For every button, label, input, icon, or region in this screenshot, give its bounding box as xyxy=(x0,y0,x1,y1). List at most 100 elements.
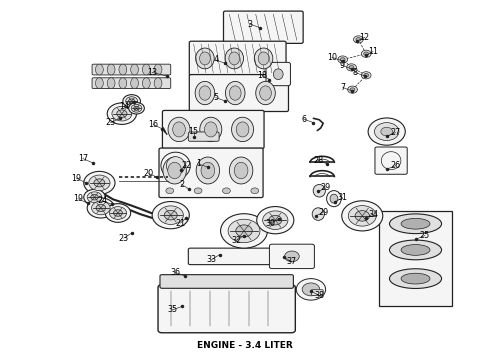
Text: 19: 19 xyxy=(72,174,81,183)
Text: 16: 16 xyxy=(148,120,158,129)
Ellipse shape xyxy=(196,48,214,69)
Text: 20: 20 xyxy=(144,169,154,178)
Ellipse shape xyxy=(154,64,162,75)
Ellipse shape xyxy=(254,48,273,69)
Text: 1: 1 xyxy=(196,159,201,168)
Circle shape xyxy=(107,103,137,125)
FancyBboxPatch shape xyxy=(270,244,315,269)
Circle shape xyxy=(222,188,230,194)
Ellipse shape xyxy=(96,78,103,89)
Circle shape xyxy=(89,175,110,191)
Circle shape xyxy=(340,58,345,61)
Ellipse shape xyxy=(172,122,185,137)
Circle shape xyxy=(347,86,357,93)
Text: 14: 14 xyxy=(119,102,129,111)
Ellipse shape xyxy=(119,64,127,75)
Circle shape xyxy=(123,95,141,108)
Text: 21: 21 xyxy=(175,219,186,228)
Circle shape xyxy=(194,188,202,194)
Ellipse shape xyxy=(390,240,441,260)
Ellipse shape xyxy=(390,214,441,234)
Ellipse shape xyxy=(232,117,253,141)
Circle shape xyxy=(152,202,189,229)
Text: 3: 3 xyxy=(247,19,252,28)
Text: 8: 8 xyxy=(352,68,357,77)
Circle shape xyxy=(94,179,105,187)
FancyBboxPatch shape xyxy=(160,275,294,288)
Circle shape xyxy=(269,215,282,225)
Text: 27: 27 xyxy=(391,128,401,137)
Circle shape xyxy=(251,188,259,194)
Ellipse shape xyxy=(196,157,220,184)
Circle shape xyxy=(134,106,139,110)
Circle shape xyxy=(349,66,354,69)
Ellipse shape xyxy=(236,122,249,137)
Text: 25: 25 xyxy=(419,231,430,240)
Circle shape xyxy=(87,198,115,218)
Ellipse shape xyxy=(229,52,240,65)
Circle shape xyxy=(296,279,326,300)
Circle shape xyxy=(228,219,260,243)
FancyBboxPatch shape xyxy=(162,111,264,148)
FancyBboxPatch shape xyxy=(189,41,286,76)
Ellipse shape xyxy=(330,194,338,203)
Circle shape xyxy=(166,188,173,194)
Text: 30: 30 xyxy=(266,219,275,228)
Text: 15: 15 xyxy=(189,127,199,136)
Circle shape xyxy=(114,210,122,216)
Text: 5: 5 xyxy=(213,93,218,102)
Ellipse shape xyxy=(229,86,241,100)
Text: 18: 18 xyxy=(257,71,267,80)
Circle shape xyxy=(129,103,145,114)
Circle shape xyxy=(356,38,361,41)
Circle shape xyxy=(92,201,110,215)
Ellipse shape xyxy=(143,78,150,89)
Ellipse shape xyxy=(161,152,190,179)
Text: 7: 7 xyxy=(340,83,345,92)
Circle shape xyxy=(125,97,138,105)
Text: 29: 29 xyxy=(318,208,328,217)
Ellipse shape xyxy=(258,52,269,65)
Ellipse shape xyxy=(168,162,181,179)
Text: 35: 35 xyxy=(168,305,178,314)
Circle shape xyxy=(112,106,132,121)
Ellipse shape xyxy=(390,269,441,288)
Text: 13: 13 xyxy=(147,68,157,77)
Text: 10: 10 xyxy=(327,53,337,62)
Circle shape xyxy=(220,214,268,248)
Ellipse shape xyxy=(199,52,210,65)
Text: 31: 31 xyxy=(338,193,348,202)
Text: 26: 26 xyxy=(391,161,400,170)
Circle shape xyxy=(350,88,355,91)
Ellipse shape xyxy=(229,157,253,184)
Circle shape xyxy=(128,99,135,103)
Text: 33: 33 xyxy=(207,255,217,264)
Circle shape xyxy=(263,211,288,229)
Circle shape xyxy=(364,73,368,77)
Text: ENGINE - 3.4 LITER: ENGINE - 3.4 LITER xyxy=(197,341,293,350)
Ellipse shape xyxy=(154,78,162,89)
Ellipse shape xyxy=(256,81,275,105)
Ellipse shape xyxy=(204,122,217,137)
Text: 23: 23 xyxy=(105,118,116,127)
Circle shape xyxy=(368,118,405,145)
Text: 36: 36 xyxy=(171,268,181,277)
Circle shape xyxy=(342,201,383,231)
Circle shape xyxy=(348,206,376,226)
Ellipse shape xyxy=(401,244,430,255)
Circle shape xyxy=(361,72,371,79)
Text: 23: 23 xyxy=(119,234,129,243)
Ellipse shape xyxy=(168,117,190,141)
Text: 29: 29 xyxy=(320,183,331,192)
Circle shape xyxy=(84,171,115,194)
FancyBboxPatch shape xyxy=(158,285,295,333)
Text: 9: 9 xyxy=(339,61,344,70)
FancyBboxPatch shape xyxy=(375,147,407,174)
Text: 38: 38 xyxy=(314,291,324,300)
Circle shape xyxy=(131,104,142,112)
Text: 6: 6 xyxy=(301,114,306,123)
Ellipse shape xyxy=(166,157,185,175)
Ellipse shape xyxy=(312,208,324,220)
Circle shape xyxy=(109,207,126,219)
Ellipse shape xyxy=(107,78,115,89)
